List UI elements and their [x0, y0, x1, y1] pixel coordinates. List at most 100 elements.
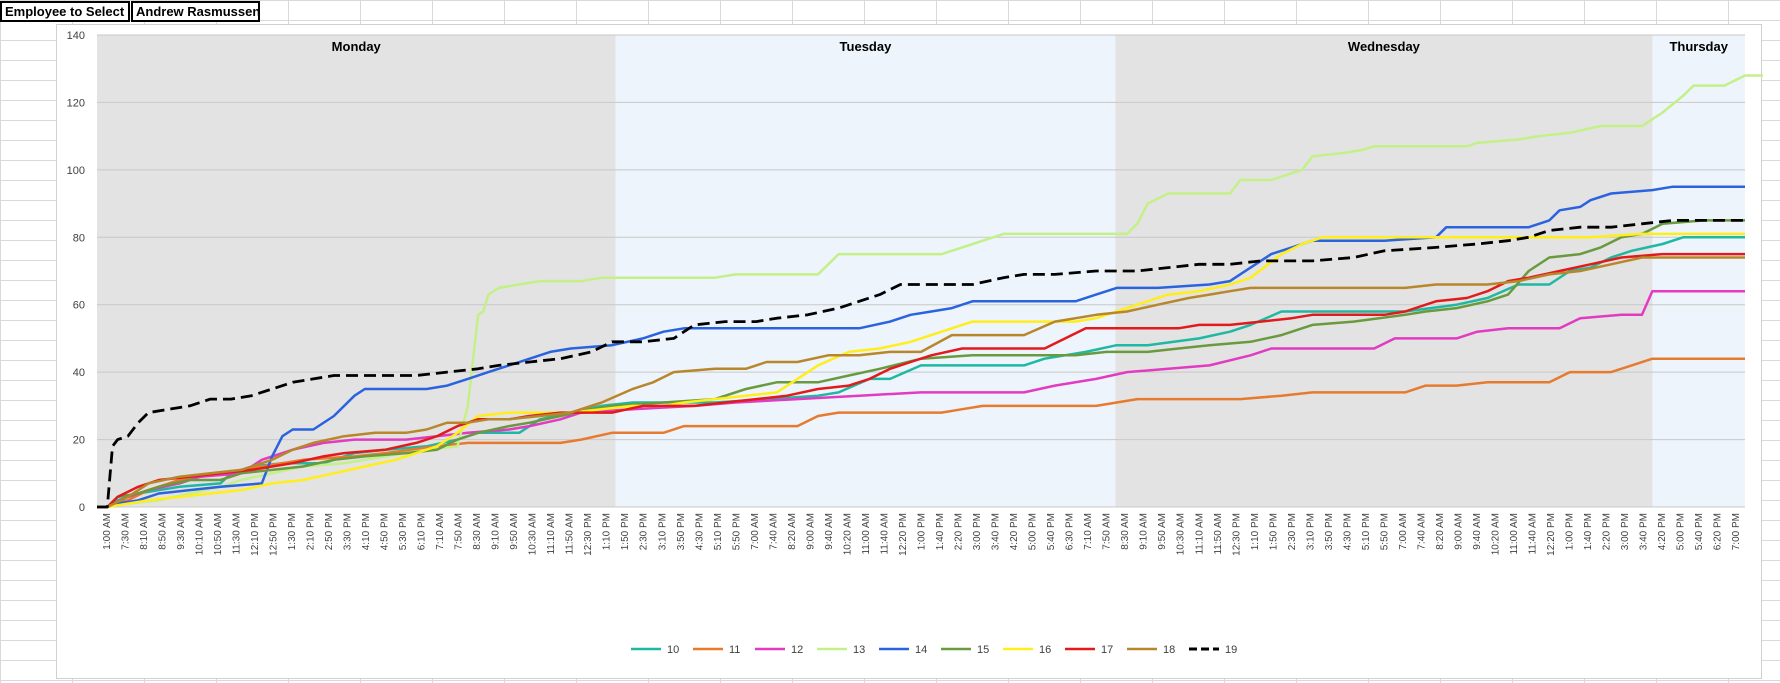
x-tick-label: 9:50 AM: [509, 513, 520, 550]
x-tick-label: 4:20 PM: [1009, 513, 1020, 550]
x-tick-label: 11:50 AM: [565, 513, 576, 555]
day-band-thursday: [1652, 35, 1745, 507]
x-tick-label: 3:50 PM: [1324, 513, 1335, 550]
x-tick-label: 11:10 AM: [546, 513, 557, 555]
x-tick-label: 11:40 AM: [879, 513, 890, 555]
x-tick-label: 1:00 PM: [917, 513, 928, 550]
y-tick-label: 80: [73, 232, 85, 244]
x-tick-label: 9:10 AM: [491, 513, 502, 550]
x-tick-label: 4:50 PM: [380, 513, 391, 550]
x-tick-label: 9:40 AM: [1472, 513, 1483, 550]
x-tick-label: 2:30 PM: [1287, 513, 1298, 550]
series-line-11: [97, 357, 1745, 509]
x-tick-label: 10:20 AM: [842, 513, 853, 555]
chart-area[interactable]: 0 20 40 60 80 100 120 140 Monday Tuesday Wednesday…: [56, 24, 1763, 679]
y-tick-label: 140: [67, 30, 85, 42]
employee-select-value[interactable]: Andrew Rasmussen: [131, 1, 260, 22]
x-tick-label: 3:40 PM: [991, 513, 1002, 550]
day-label-tuesday: Tuesday: [840, 39, 893, 54]
y-tick-label: 20: [73, 435, 85, 447]
x-tick-label: 7:50 AM: [454, 513, 465, 550]
day-label-thursday: Thursday: [1669, 39, 1728, 54]
series-line-18: [97, 256, 1745, 509]
x-tick-label: 10:30 AM: [1176, 513, 1187, 555]
x-tick-label: 3:00 PM: [972, 513, 983, 550]
x-tick-label: 5:00 PM: [1676, 513, 1687, 550]
x-tick-label: 8:20 AM: [787, 513, 798, 550]
x-tick-label: 3:00 PM: [1620, 513, 1631, 550]
legend-label-16: 16: [1039, 644, 1051, 656]
y-tick-label: 40: [73, 367, 85, 379]
x-tick-label: 2:50 PM: [324, 513, 335, 550]
x-tick-label: 1:40 PM: [1583, 513, 1594, 550]
legend-label-14: 14: [915, 644, 927, 656]
x-tick-label: 9:40 AM: [824, 513, 835, 550]
legend-label-19: 19: [1225, 644, 1237, 656]
x-tick-label: 7:40 AM: [768, 513, 779, 550]
x-tick-label: 7:00 PM: [1731, 513, 1742, 550]
x-tick-label: 7:50 AM: [1102, 513, 1113, 550]
x-tick-label: 6:10 PM: [417, 513, 428, 550]
x-tick-label: 5:50 PM: [731, 513, 742, 550]
series-line-14: [97, 185, 1745, 509]
x-tick-label: 9:30 AM: [176, 513, 187, 550]
x-tick-label: 11:10 AM: [1194, 513, 1205, 555]
x-tick-label: 9:10 AM: [1139, 513, 1150, 550]
x-tick-label: 1:50 PM: [620, 513, 631, 550]
x-tick-label: 7:10 AM: [435, 513, 446, 550]
x-tick-label: 10:50 AM: [213, 513, 224, 555]
y-tick-label: 0: [79, 502, 85, 514]
x-tick-label: 1:00 PM: [1565, 513, 1576, 550]
x-tick-label: 10:20 AM: [1491, 513, 1502, 555]
x-tick-label: 7:00 AM: [750, 513, 761, 550]
y-tick-label: 100: [67, 165, 85, 177]
x-tick-label: 1:50 PM: [1268, 513, 1279, 550]
x-tick-label: 1:30 PM: [287, 513, 298, 550]
x-tick-label: 8:10 AM: [139, 513, 150, 550]
x-tick-label: 7:00 AM: [1398, 513, 1409, 550]
x-tick-label: 7:30 AM: [120, 513, 131, 550]
x-tick-label: 1:10 PM: [602, 513, 613, 550]
x-tick-label: 12:30 PM: [583, 513, 594, 556]
x-tick-label: 1:00 AM: [102, 513, 113, 550]
x-tick-label: 2:20 PM: [954, 513, 965, 550]
x-tick-label: 5:10 PM: [1361, 513, 1372, 550]
x-tick-label: 8:20 AM: [1435, 513, 1446, 550]
x-tick-label: 4:30 PM: [694, 513, 705, 550]
x-tick-label: 9:00 AM: [1453, 513, 1464, 550]
x-tick-label: 12:20 PM: [1546, 513, 1557, 556]
x-tick-label: 1:10 PM: [1250, 513, 1261, 550]
x-tick-label: 2:10 PM: [305, 513, 316, 550]
x-tick-label: 7:10 AM: [1083, 513, 1094, 550]
series-line-19: [97, 218, 1745, 509]
x-tick-label: 4:30 PM: [1342, 513, 1353, 550]
x-tick-label: 5:30 PM: [398, 513, 409, 550]
x-tick-label: 8:30 AM: [1120, 513, 1131, 550]
x-tick-label: 3:10 PM: [1305, 513, 1316, 550]
x-tick-label: 11:00 AM: [1509, 513, 1520, 555]
legend-label-13: 13: [853, 644, 865, 656]
series-line-15: [97, 219, 1745, 509]
x-tick-label: 2:30 PM: [639, 513, 650, 550]
x-tick-label: 11:50 AM: [1213, 513, 1224, 555]
x-tick-label: 8:50 AM: [157, 513, 168, 550]
day-label-monday: Monday: [332, 39, 382, 54]
x-tick-label: 7:40 AM: [1416, 513, 1427, 550]
x-tick-label: 3:30 PM: [342, 513, 353, 550]
series-line-16: [97, 232, 1745, 509]
x-tick-label: 6:20 PM: [1713, 513, 1724, 550]
x-tick-label: 3:50 PM: [676, 513, 687, 550]
line-chart: 0 20 40 60 80 100 120 140 Monday Tuesday Wednesday…: [67, 30, 1763, 656]
y-tick-label: 120: [67, 97, 85, 109]
x-tick-label: 10:10 AM: [194, 513, 205, 555]
series-line-17: [97, 252, 1745, 509]
x-tick-label: 5:40 PM: [1046, 513, 1057, 550]
legend-label-11: 11: [729, 644, 740, 656]
legend-label-18: 18: [1163, 644, 1175, 656]
x-tick-label: 12:30 PM: [1231, 513, 1242, 556]
legend-label-10: 10: [667, 644, 679, 656]
x-tick-label: 2:20 PM: [1602, 513, 1613, 550]
x-tick-label: 6:30 PM: [1065, 513, 1076, 550]
x-tick-label: 4:20 PM: [1657, 513, 1668, 550]
y-tick-label: 60: [73, 300, 85, 312]
